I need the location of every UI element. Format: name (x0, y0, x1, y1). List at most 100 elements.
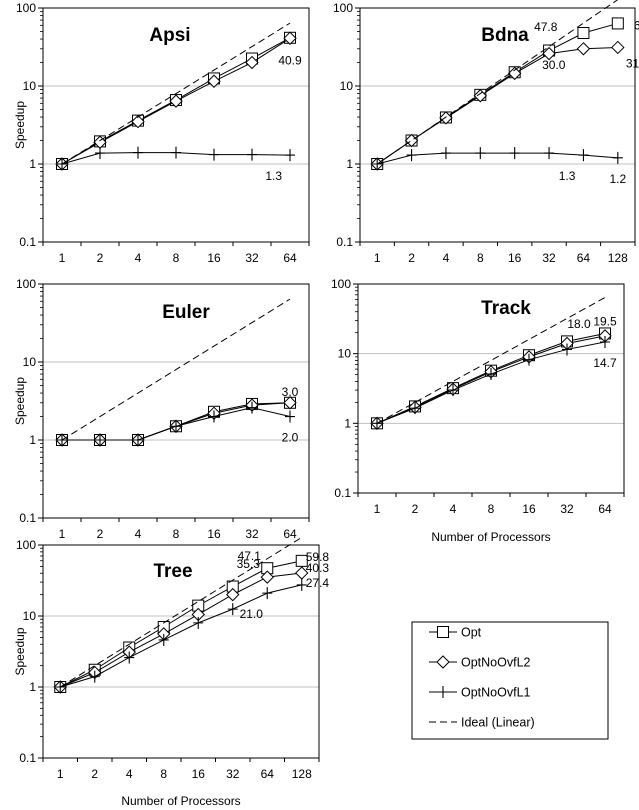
y-tick-label: 10 (340, 79, 354, 93)
data-point-plus (171, 420, 181, 433)
x-tick-label: 8 (488, 502, 495, 516)
data-point-plus (209, 148, 219, 161)
data-point-plus (133, 434, 143, 446)
y-tick-label: 100 (16, 538, 36, 552)
data-point-plus (95, 147, 105, 160)
data-point-square (611, 17, 624, 30)
x-tick-label: 4 (126, 767, 133, 781)
y-tick-label: 0.1 (336, 235, 353, 249)
data-point-diamond (439, 111, 453, 125)
data-label: 31.2 (626, 56, 639, 70)
data-point-plus (524, 353, 534, 366)
x-tick-label: 2 (412, 502, 419, 516)
data-label: 35.3 (237, 557, 261, 571)
data-label: 27.4 (306, 576, 330, 590)
y-axis-label: Speedup (13, 627, 27, 675)
x-axis-label: Number of Processors (121, 794, 240, 808)
data-point-plus (193, 616, 204, 629)
data-label: 47.8 (534, 20, 558, 34)
x-tick-label: 16 (192, 767, 206, 781)
data-point-diamond (283, 31, 297, 45)
data-label: 3.0 (282, 385, 299, 399)
y-tick-label: 1 (29, 433, 36, 447)
data-point-diamond (169, 94, 183, 108)
data-point-diamond (226, 587, 240, 602)
data-label: 40.9 (278, 53, 302, 67)
series-line-ideal-linear- (61, 22, 291, 165)
x-tick-label: 8 (173, 527, 180, 541)
data-label: 1.2 (609, 172, 626, 186)
data-point-plus (475, 147, 486, 160)
y-tick-label: 100 (331, 277, 351, 291)
data-point-plus (600, 336, 610, 349)
data-point-plus (448, 384, 458, 397)
y-tick-label: 10 (23, 79, 37, 93)
x-tick-label: 1 (57, 767, 64, 781)
y-tick-label: 10 (23, 355, 37, 369)
legend-label: OptNoOvfL1 (461, 686, 531, 700)
x-tick-label: 2 (91, 767, 98, 781)
data-point-diamond (611, 40, 625, 55)
chart-title: Tree (153, 561, 192, 582)
x-tick-label: 1 (59, 527, 66, 541)
data-label: 18.0 (567, 317, 591, 331)
legend-label: Opt (461, 626, 482, 640)
data-point-diamond (507, 66, 522, 81)
data-point-diamond (207, 74, 221, 88)
data-point-plus (486, 368, 496, 381)
x-tick-label: 64 (598, 502, 612, 516)
series-line-optnoovfl1 (60, 584, 302, 688)
y-tick-label: 100 (16, 1, 36, 15)
data-point-plus (406, 149, 417, 162)
y-axis-label: Speedup (13, 101, 27, 149)
y-tick-label: 10 (338, 347, 352, 361)
data-label: 47.1 (238, 549, 262, 563)
x-tick-label: 32 (226, 767, 240, 781)
data-label: 1.3 (265, 169, 282, 183)
series-line-ideal-linear- (59, 536, 303, 688)
chart-panel-track: 0.1 1 10 100 1 2 4 8 16 32 64 Track 19.518.0 14.7 Numb… (331, 277, 625, 544)
x-tick-label: 16 (508, 251, 522, 265)
chart-title: Bdna (481, 25, 529, 46)
data-point-plus (544, 147, 555, 160)
x-tick-label: 128 (292, 767, 312, 781)
data-point-plus (158, 633, 169, 646)
x-tick-label: 32 (542, 251, 556, 265)
data-label: 21.0 (240, 607, 264, 621)
data-point-diamond (283, 396, 297, 410)
data-point-plus (171, 146, 181, 159)
x-tick-label: 8 (477, 251, 484, 265)
y-tick-label: 1 (346, 157, 353, 171)
chart-title: Apsi (149, 25, 190, 46)
plot-frame (357, 283, 625, 494)
data-label: 63.4 (634, 18, 639, 32)
data-label: 1.3 (559, 169, 576, 183)
x-tick-label: 2 (408, 251, 415, 265)
y-tick-label: 100 (333, 1, 353, 15)
x-tick-label: 2 (97, 527, 104, 541)
y-tick-label: 0.1 (334, 486, 351, 500)
x-tick-label: 16 (207, 251, 221, 265)
chart-panel-euler: 0.1 1 10 100 1 2 4 8 16 32 64 Euler 3.0 2.0 Speedup (13, 277, 310, 541)
data-point-diamond (473, 89, 488, 103)
x-tick-label: 64 (283, 527, 297, 541)
data-point-plus (209, 410, 219, 423)
x-tick-label: 8 (160, 767, 167, 781)
legend-frame (411, 621, 609, 740)
data-point-plus (440, 147, 451, 160)
y-tick-label: 10 (23, 609, 37, 623)
data-point-plus (612, 151, 623, 164)
plot-frame (42, 7, 310, 243)
data-point-diamond (542, 46, 556, 61)
y-tick-label: 1 (344, 416, 351, 430)
legend-marker-plus (438, 686, 448, 698)
data-point-diamond (245, 55, 259, 70)
chart-title: Track (481, 298, 531, 319)
chart-panel-tree: 0.1 1 10 100 1 2 4 8 16 32 64 128 Tree 47.1 59.8 35.3 40… (13, 536, 330, 808)
legend-label: OptNoOvfL2 (461, 656, 531, 670)
x-tick-label: 4 (135, 527, 142, 541)
data-point-plus (285, 149, 295, 162)
data-point-diamond (131, 114, 145, 129)
data-point-plus (285, 410, 295, 423)
